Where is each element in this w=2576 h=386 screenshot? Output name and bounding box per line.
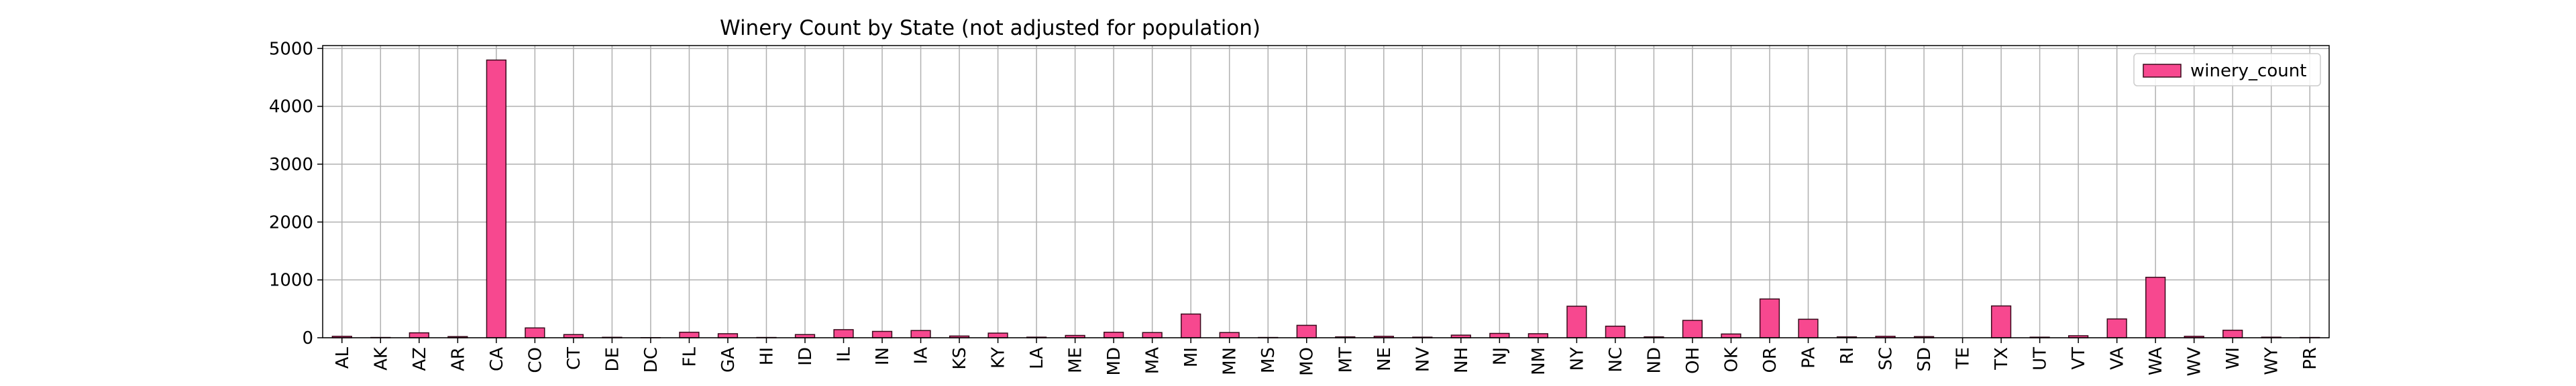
bar-MA bbox=[1142, 332, 1163, 338]
x-tick-label: NV bbox=[1413, 347, 1433, 372]
bar-KY bbox=[987, 332, 1008, 338]
x-tick-label: PR bbox=[2300, 347, 2320, 370]
x-tick-label: AZ bbox=[410, 347, 430, 371]
bar-NC bbox=[1605, 325, 1626, 338]
bars bbox=[331, 59, 2320, 338]
x-tick-label: MT bbox=[1336, 347, 1356, 373]
y-tick-label: 0 bbox=[302, 328, 313, 348]
x-tick-label: NJ bbox=[1490, 347, 1510, 365]
x-tick-label: OR bbox=[1760, 347, 1780, 373]
x-tick-label: IN bbox=[873, 347, 893, 365]
x-tick-label: ID bbox=[796, 347, 816, 366]
bar-IA bbox=[910, 330, 931, 338]
bar-NJ bbox=[1489, 332, 1510, 338]
x-tick-label: MA bbox=[1143, 347, 1163, 374]
legend-box bbox=[2133, 53, 2321, 86]
bar-GA bbox=[717, 333, 739, 338]
x-tick-label: MO bbox=[1297, 347, 1318, 376]
x-tick-label: SD bbox=[1915, 347, 1935, 372]
x-tick-label: AK bbox=[371, 346, 391, 371]
x-tick-label: OK bbox=[1721, 346, 1741, 372]
x-tick-label: AL bbox=[333, 346, 353, 369]
x-tick-label: MI bbox=[1181, 347, 1201, 367]
bar-OK bbox=[1721, 333, 1741, 338]
bar-IL bbox=[833, 329, 854, 338]
x-tick-label: WA bbox=[2146, 347, 2166, 375]
bar-TX bbox=[1990, 305, 2012, 338]
bar-WA bbox=[2145, 277, 2166, 338]
x-tick-label: NY bbox=[1567, 347, 1587, 371]
x-tick-label: CO bbox=[525, 347, 545, 373]
bar-MO bbox=[1296, 324, 1317, 338]
x-tick-label: PA bbox=[1799, 347, 1819, 369]
bar-FL bbox=[679, 332, 700, 338]
x-tick-label: ND bbox=[1644, 347, 1664, 373]
bar-IN bbox=[871, 330, 893, 338]
bar-CA bbox=[486, 59, 506, 338]
y-axis-ticks: 0 1000 2000 3000 4000 5000 bbox=[269, 39, 323, 348]
legend: winery_count bbox=[2133, 53, 2321, 86]
x-tick-label: KS bbox=[950, 347, 970, 370]
x-tick-label: ME bbox=[1066, 347, 1086, 373]
y-tick-label: 4000 bbox=[269, 97, 313, 117]
grid-lines bbox=[323, 46, 2329, 338]
y-tick-label: 1000 bbox=[269, 271, 313, 291]
x-tick-label: SC bbox=[1876, 347, 1896, 371]
bar-WI bbox=[2222, 330, 2243, 338]
x-tick-label: NE bbox=[1375, 347, 1395, 371]
x-tick-label: DE bbox=[602, 347, 623, 371]
x-tick-label: VA bbox=[2108, 347, 2128, 370]
x-tick-label: RI bbox=[1837, 347, 1858, 365]
x-tick-label: WY bbox=[2262, 347, 2282, 375]
bar-NY bbox=[1566, 306, 1587, 338]
x-tick-label: WV bbox=[2185, 347, 2205, 377]
bar-MD bbox=[1104, 332, 1124, 338]
bar-VA bbox=[2106, 318, 2127, 338]
x-tick-label: GA bbox=[718, 347, 739, 373]
x-tick-label: CT bbox=[564, 347, 584, 370]
y-tick-label: 3000 bbox=[269, 155, 313, 175]
x-tick-label: TX bbox=[1992, 347, 2012, 371]
bar-OH bbox=[1682, 320, 1703, 338]
bar-NM bbox=[1527, 333, 1548, 338]
x-tick-label: NC bbox=[1606, 347, 1626, 373]
x-tick-label: NM bbox=[1529, 347, 1549, 375]
x-tick-label: MS bbox=[1258, 347, 1279, 373]
legend-swatch bbox=[2143, 64, 2182, 78]
x-tick-label: TE bbox=[1953, 347, 1974, 369]
x-tick-label: FL bbox=[680, 346, 700, 367]
x-tick-label: VT bbox=[2069, 347, 2089, 370]
x-tick-label: NH bbox=[1452, 347, 1472, 373]
x-tick-label: CA bbox=[487, 347, 507, 371]
bar-CO bbox=[525, 327, 545, 338]
x-axis-ticks: AL AK AZ AR CA CO CT DE DC FL GA HI ID IL IN IA KS KY LA ME… bbox=[333, 338, 2320, 377]
x-tick-label: HI bbox=[757, 347, 777, 365]
x-tick-label: UT bbox=[2031, 347, 2051, 371]
x-tick-label: LA bbox=[1027, 347, 1047, 369]
bar-OR bbox=[1759, 298, 1780, 338]
x-tick-label: DC bbox=[641, 347, 661, 373]
x-tick-label: KY bbox=[989, 347, 1009, 369]
bar-PA bbox=[1798, 318, 1819, 338]
bar-MI bbox=[1181, 313, 1201, 338]
bar-MN bbox=[1219, 332, 1240, 338]
x-tick-label: OH bbox=[1683, 347, 1703, 374]
x-tick-label: AR bbox=[448, 347, 468, 371]
x-tick-label: IA bbox=[912, 347, 932, 365]
x-tick-label: IL bbox=[835, 346, 855, 362]
bar-AZ bbox=[409, 332, 429, 338]
chart-title: Winery Count by State (not adjusted for … bbox=[720, 16, 1260, 40]
x-tick-label: WI bbox=[2223, 347, 2243, 369]
plot-frame bbox=[322, 45, 2330, 338]
x-tick-label: MD bbox=[1104, 347, 1124, 375]
y-tick-label: 5000 bbox=[269, 39, 313, 59]
legend-label: winery_count bbox=[2190, 61, 2306, 81]
y-tick-label: 2000 bbox=[269, 212, 313, 233]
x-tick-label: MN bbox=[1220, 347, 1240, 375]
